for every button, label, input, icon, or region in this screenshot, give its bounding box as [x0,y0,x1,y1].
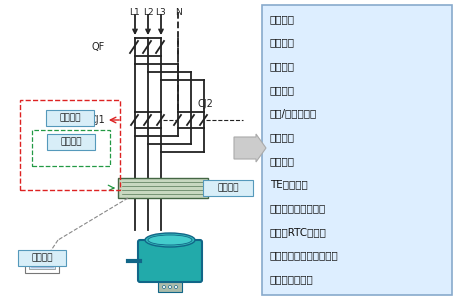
Text: CJ2: CJ2 [197,99,213,109]
FancyBboxPatch shape [18,250,66,266]
Text: 外部故障等保护: 外部故障等保护 [270,274,314,284]
FancyBboxPatch shape [138,240,202,282]
Text: 现场操作: 现场操作 [217,184,239,193]
Text: 漏电保护: 漏电保护 [270,156,295,166]
Text: 失压（晃电）再起动技术: 失压（晃电）再起动技术 [270,250,339,261]
Text: 就地显示: 就地显示 [31,253,53,262]
FancyBboxPatch shape [46,110,94,126]
FancyBboxPatch shape [203,180,253,196]
Text: 断相/不平衡保护: 断相/不平衡保护 [270,109,317,119]
FancyBboxPatch shape [25,251,59,273]
FancyArrow shape [234,134,266,162]
Circle shape [175,286,177,288]
Text: 堵转保护: 堵转保护 [270,38,295,48]
Text: CJ1: CJ1 [89,115,105,125]
Text: 保护控制: 保护控制 [59,113,81,123]
Text: L2: L2 [143,8,153,17]
FancyBboxPatch shape [118,178,208,198]
Text: TE时间保护: TE时间保护 [270,180,308,190]
Text: 状态监视: 状态监视 [60,138,82,147]
FancyBboxPatch shape [29,255,55,269]
Text: 温度（RTC）保护: 温度（RTC）保护 [270,227,327,237]
Ellipse shape [148,235,192,245]
Text: 欠载保护: 欠载保护 [270,85,295,95]
Text: 欠电压和过电压保护: 欠电压和过电压保护 [270,203,326,213]
FancyBboxPatch shape [158,282,182,292]
Text: N: N [175,8,181,17]
Text: L3: L3 [156,8,166,17]
Text: 短路保护: 短路保护 [270,14,295,24]
FancyBboxPatch shape [262,5,452,295]
Text: QF: QF [92,42,105,52]
Text: 过载保护: 过载保护 [270,61,295,71]
FancyBboxPatch shape [47,134,95,150]
Text: L1: L1 [130,8,140,17]
Circle shape [163,286,165,288]
Ellipse shape [145,233,195,247]
Text: 接地保护: 接地保护 [270,132,295,142]
Circle shape [169,286,171,288]
